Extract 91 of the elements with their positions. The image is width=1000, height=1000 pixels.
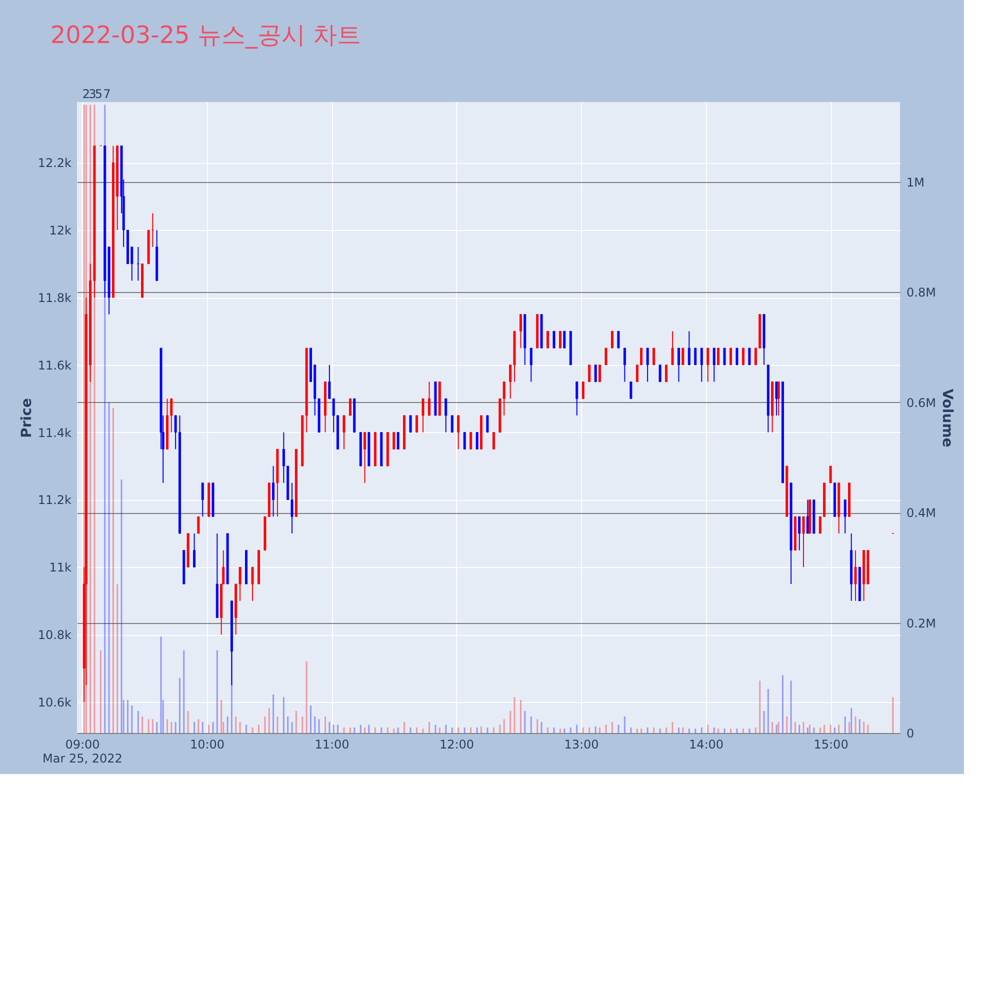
y-tick-label: 10.8k: [38, 628, 72, 642]
candlestick: [700, 348, 703, 382]
candlestick: [688, 330, 690, 366]
candlestick: [530, 348, 532, 382]
y-tick-label: 11.8k: [38, 291, 72, 305]
candlestick: [576, 381, 578, 416]
x-tick-label: 15:00: [814, 738, 848, 752]
candlestick: [396, 432, 400, 450]
candlestick: [802, 516, 805, 568]
y-tick-label: 12k: [49, 224, 72, 238]
y-tick-label: 10.6k: [38, 695, 72, 710]
candlestick: [712, 348, 716, 382]
y2-tick-label: 0.8M: [906, 286, 936, 300]
candlestick: [652, 348, 656, 366]
candlestick: [470, 432, 472, 450]
candlestick: [519, 314, 522, 349]
x-tick-label: 11:00: [314, 738, 350, 752]
x-tick-label: 12:00: [439, 738, 474, 752]
candlestick: [682, 348, 684, 366]
candlestick: [729, 348, 732, 366]
annotation: 2: [82, 87, 90, 101]
candlestick: [604, 348, 608, 366]
candlestick: [486, 414, 489, 433]
candlestick: [736, 348, 738, 366]
candlestick: [563, 330, 566, 349]
candlestick: [492, 432, 495, 450]
candlestick: [193, 532, 196, 568]
candlestick: [457, 414, 460, 450]
candlestick: [646, 348, 649, 382]
y-tick-label: 11.6k: [38, 358, 72, 372]
candlestick: [201, 482, 204, 518]
candlestick: [854, 550, 857, 602]
candlestick: [588, 364, 591, 382]
y-tick-label: 12.2k: [38, 156, 72, 170]
candlestick: [723, 348, 726, 366]
candlestick: [444, 398, 448, 433]
y2-tick-label: 1M: [906, 175, 924, 190]
candlestick: [610, 330, 614, 349]
y2-tick-label: 0: [906, 726, 914, 740]
y-tick-label: 11.2k: [38, 493, 72, 508]
y2-tick-label: 0.4M: [906, 506, 936, 520]
candlestick: [348, 398, 352, 416]
annotation: 7: [103, 87, 111, 101]
y2-axis-title: Volume: [938, 388, 955, 448]
x-tick-label: 09:00 Mar 25, 2022: [42, 738, 122, 766]
candlestick: [558, 330, 562, 349]
y2-tick-label: 0.2M: [906, 616, 936, 630]
candlestick: [552, 330, 556, 349]
y-axis-title: Price: [18, 398, 35, 438]
y-tick-label: 11.4k: [38, 426, 72, 440]
candlestick: [623, 348, 626, 382]
candlestick: [658, 364, 662, 382]
candlestick: [422, 398, 424, 433]
candlestick: [364, 432, 366, 484]
annotation: 5: [94, 87, 102, 101]
x-tick-label: 14:00: [688, 738, 724, 752]
y2-tick-label: 0.6M: [906, 396, 936, 410]
candlestick: [272, 466, 275, 518]
candlestick: [197, 516, 200, 534]
candlestick: [706, 348, 710, 382]
candlestick: [450, 414, 454, 433]
candlestick: [742, 348, 744, 366]
candlestick: [251, 566, 254, 602]
candlestick: [416, 414, 418, 433]
candlestick: [844, 499, 846, 534]
candlestick: [717, 348, 720, 366]
candlestick: [476, 432, 478, 450]
candlestick: [694, 348, 697, 366]
x-tick-label: 13:00: [564, 738, 599, 752]
candlestick: [463, 432, 466, 450]
annotation: 3: [88, 87, 96, 101]
candlestick: [798, 516, 801, 551]
candlestick: [598, 364, 601, 382]
chart-title: 2022-03-25 뉴스_공시 차트: [50, 21, 362, 49]
candlestick: [617, 330, 620, 349]
candlestick: [748, 348, 751, 366]
candlestick: [829, 466, 832, 484]
candlestick: [342, 414, 346, 450]
candlestick: [409, 414, 412, 433]
candlestick: [671, 330, 674, 366]
candlestick: [392, 432, 396, 450]
candlestick: [594, 364, 597, 382]
candlestick: [630, 381, 632, 400]
candlestick: [582, 381, 584, 400]
x-tick-label: 10:00: [190, 738, 225, 752]
candlestick: [665, 364, 668, 382]
candlestick: [678, 348, 680, 382]
candlestick: [777, 381, 780, 416]
y-tick-label: 11k: [49, 560, 72, 575]
candlestick: [546, 330, 550, 349]
candlestick: [428, 381, 430, 416]
